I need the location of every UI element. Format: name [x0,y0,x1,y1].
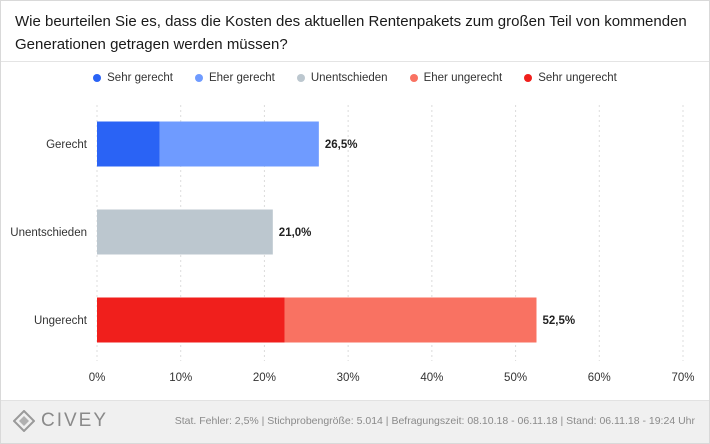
legend-dot-icon [524,74,533,82]
legend-label: Eher gerecht [208,72,275,84]
bar-segment [159,121,319,167]
x-tick-label: 70% [671,372,694,384]
legend-label: Sehr ungerecht [538,72,617,84]
category-label: Gerecht [46,139,88,151]
category-label: Unentschieden [10,227,87,239]
legend-item-eher-ungerecht[interactable]: Eher ungerecht [409,72,503,84]
legend-label: Sehr gerecht [107,72,173,84]
legend-dot-icon [93,74,102,82]
legend-label: Unentschieden [310,72,388,84]
x-tick-label: 30% [337,372,360,384]
bar-segment [97,297,285,343]
legend-dot-icon [296,74,305,82]
bar-segment [284,297,537,343]
legend-item-sehr-gerecht[interactable]: Sehr gerecht [93,72,173,84]
x-tick-label: 60% [588,372,611,384]
data-label: 21,0% [279,227,312,239]
civey-logo: CIVEY [13,410,108,432]
x-tick-label: 10% [169,372,192,384]
data-label: 52,5% [543,315,576,327]
x-tick-label: 20% [253,372,276,384]
legend-item-unentschieden[interactable]: Unentschieden [296,72,388,84]
legend: Sehr gerecht Eher gerecht Unentschieden … [1,72,709,84]
x-tick-label: 0% [89,372,106,384]
bar-chart: 0% 10% 20% 30% 40% 50% 60% 70% Gerecht 26,5% Unent… [10,105,695,384]
legend-dot-icon [194,74,203,82]
legend-label: Eher ungerecht [423,72,503,84]
legend-dot-icon [409,74,418,82]
footer: CIVEY Stat. Fehler: 2,5% | Stichprobengr… [1,400,709,443]
legend-item-eher-gerecht[interactable]: Eher gerecht [194,72,275,84]
x-tick-label: 50% [504,372,527,384]
legend-item-sehr-ungerecht[interactable]: Sehr ungerecht [524,72,617,84]
category-label: Ungerecht [34,315,88,327]
chart-title: Wie beurteilen Sie es, dass die Kosten d… [15,13,687,53]
bar-segment [97,121,160,167]
x-tick-label: 40% [420,372,443,384]
logo-text: CIVEY [41,410,109,431]
civey-logo-icon [13,410,35,432]
data-label: 26,5% [325,139,358,151]
survey-info: Stat. Fehler: 2,5% | Stichprobengröße: 5… [174,415,695,427]
title-divider [1,61,709,62]
bar-segment [97,209,273,255]
